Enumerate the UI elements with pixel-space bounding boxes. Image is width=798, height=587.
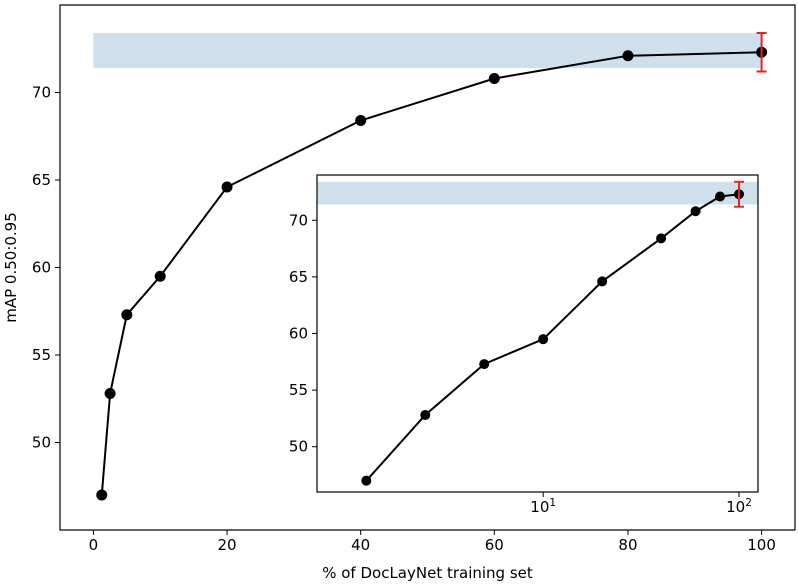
data-point bbox=[420, 410, 431, 421]
data-point bbox=[656, 233, 667, 244]
data-point bbox=[488, 73, 500, 84]
data-point bbox=[96, 489, 108, 501]
axes-frame bbox=[316, 174, 759, 493]
y-tick-label: 70 bbox=[289, 211, 308, 229]
data-point bbox=[361, 475, 372, 486]
x-tick-label: 60 bbox=[485, 536, 504, 554]
x-tick-label: 102 bbox=[726, 497, 752, 516]
data-point bbox=[104, 388, 116, 399]
data-point bbox=[121, 309, 133, 321]
data-point bbox=[622, 50, 634, 62]
x-axis-label: % of DocLayNet training set bbox=[322, 564, 533, 582]
axes-frame bbox=[59, 4, 796, 531]
data-point bbox=[715, 191, 726, 202]
y-tick-label: 50 bbox=[32, 434, 51, 452]
y-tick-label: 55 bbox=[289, 381, 308, 399]
data-point bbox=[479, 359, 490, 370]
data-point bbox=[597, 276, 608, 287]
x-tick-label: 0 bbox=[89, 536, 99, 554]
x-tick-label: 40 bbox=[351, 536, 370, 554]
y-tick-label: 65 bbox=[32, 171, 51, 189]
axes-background bbox=[317, 175, 758, 492]
inset-plot: 101 102 50 55 60 65 70 bbox=[289, 174, 759, 516]
data-point bbox=[538, 334, 549, 345]
y-tick-label: 60 bbox=[289, 325, 308, 343]
data-point bbox=[221, 181, 233, 193]
y-tick-label: 65 bbox=[289, 268, 308, 286]
reference-band bbox=[317, 181, 758, 205]
y-tick-label: 60 bbox=[32, 259, 51, 277]
y-tick-label: 70 bbox=[32, 84, 51, 102]
y-tick-label: 50 bbox=[289, 438, 308, 456]
data-point bbox=[154, 270, 166, 282]
x-tick-label: 101 bbox=[530, 497, 556, 516]
y-axis-label: mAP 0.50:0.95 bbox=[2, 212, 20, 323]
x-tick-label: 100 bbox=[747, 536, 776, 554]
reference-band bbox=[93, 33, 762, 68]
y-tick-label: 55 bbox=[32, 346, 51, 364]
x-tick-label: 80 bbox=[618, 536, 637, 554]
x-tick-label: 20 bbox=[217, 536, 236, 554]
data-point bbox=[355, 115, 367, 126]
data-point bbox=[690, 206, 701, 217]
